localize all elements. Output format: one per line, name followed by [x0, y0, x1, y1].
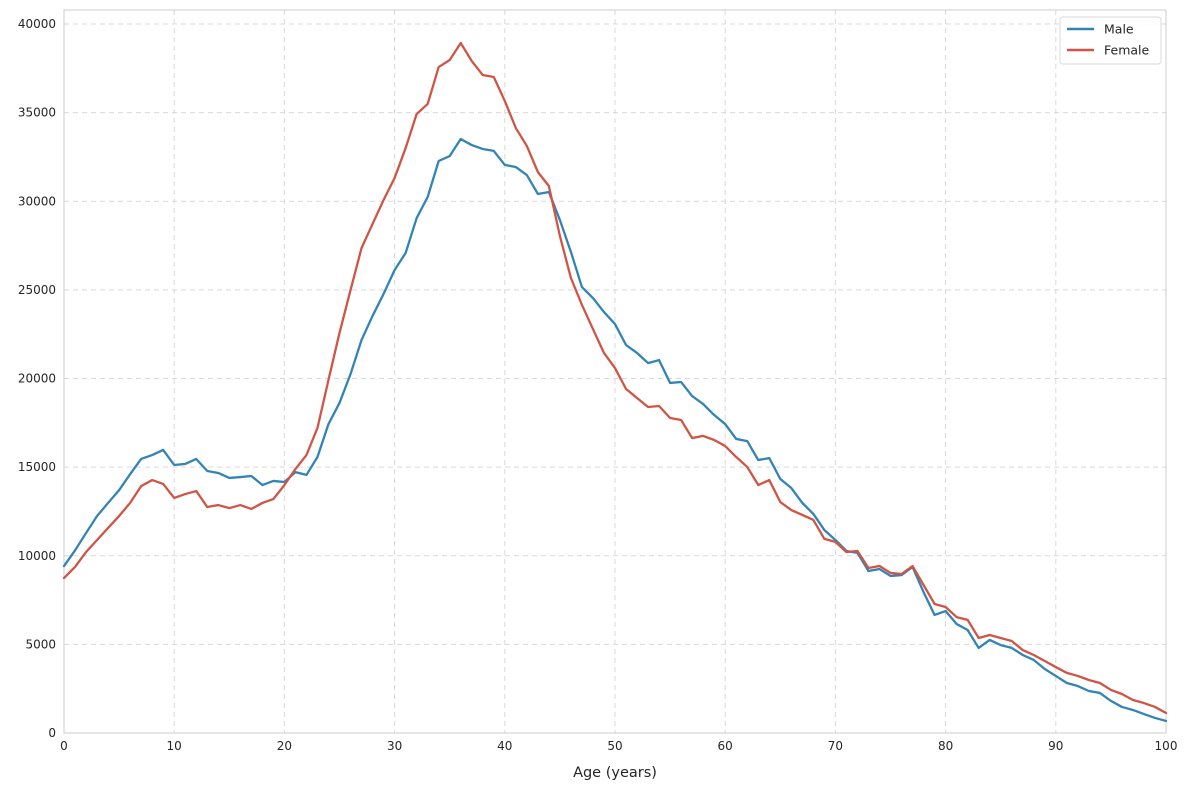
x-tick-label: 30 — [387, 739, 402, 753]
y-tick-label: 30000 — [18, 194, 56, 208]
x-tick-label: 20 — [277, 739, 292, 753]
series-lines — [62, 41, 1168, 723]
y-tick-label: 35000 — [18, 106, 56, 120]
legend-label-female: Female — [1104, 43, 1150, 58]
x-tick-label: 0 — [60, 739, 68, 753]
y-tick-label: 5000 — [25, 637, 56, 651]
x-tick-label: 40 — [497, 739, 512, 753]
y-tick-label: 25000 — [18, 283, 56, 297]
x-axis-ticks: 0 10 20 30 40 50 60 70 80 90 100 — [60, 739, 1177, 753]
legend-label-male: Male — [1104, 22, 1134, 37]
legend-item-male: Male — [1067, 22, 1134, 37]
x-tick-label: 70 — [828, 739, 843, 753]
plot-area-frame — [63, 9, 1167, 734]
y-tick-label: 15000 — [18, 460, 56, 474]
x-tick-label: 90 — [1048, 739, 1063, 753]
y-tick-label: 10000 — [18, 549, 56, 563]
legend-item-female: Female — [1067, 43, 1150, 58]
x-tick-label: 80 — [938, 739, 953, 753]
y-tick-label: 20000 — [18, 372, 56, 386]
y-axis-ticks: 0 5000 10000 15000 20000 25000 30000 35000 40000 — [18, 17, 56, 740]
y-tick-label: 0 — [48, 726, 56, 740]
chart-legend: Male Female — [1059, 16, 1162, 65]
y-tick-label: 40000 — [18, 17, 56, 31]
x-axis-title: Age (years) — [573, 765, 657, 781]
x-tick-label: 10 — [167, 739, 182, 753]
series-line-male — [62, 137, 1168, 723]
series-line-female — [62, 41, 1168, 715]
x-tick-label: 100 — [1155, 739, 1178, 753]
x-tick-label: 60 — [718, 739, 733, 753]
x-tick-label: 50 — [607, 739, 622, 753]
grid-lines — [64, 10, 1166, 733]
